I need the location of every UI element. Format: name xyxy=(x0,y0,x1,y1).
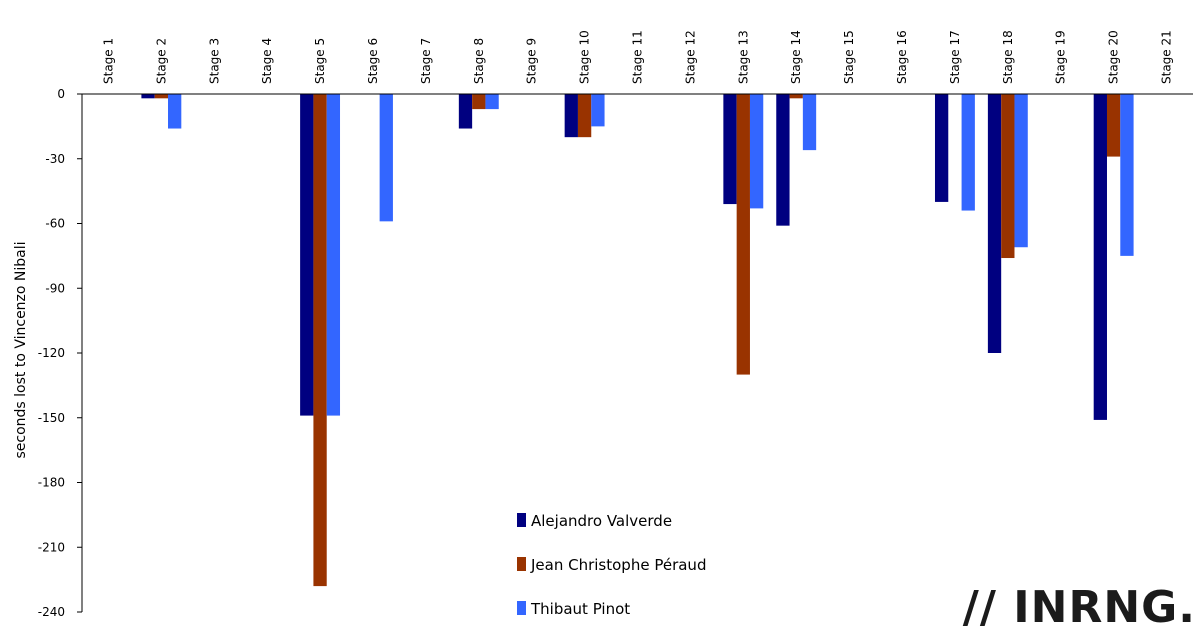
y-tick-label: 0 xyxy=(57,87,65,101)
axis-layer xyxy=(77,93,1193,613)
y-tick-label: -150 xyxy=(38,411,65,425)
bar-2-stage-20 xyxy=(1106,94,1121,157)
bar-2-stage-18 xyxy=(1001,94,1015,259)
bar-3-stage-14 xyxy=(802,94,817,151)
bar-2-stage-8 xyxy=(472,94,486,110)
bar-3-stage-5 xyxy=(326,94,341,416)
bar-1-stage-17 xyxy=(934,94,949,202)
legend-swatch-3 xyxy=(517,601,526,615)
category-label-10: Stage 10 xyxy=(578,30,592,84)
bar-1-stage-2 xyxy=(141,94,155,99)
bar-1-stage-14 xyxy=(776,94,790,226)
category-label-2: Stage 2 xyxy=(154,38,168,84)
bar-1-stage-5 xyxy=(300,94,314,416)
y-tick-label: -60 xyxy=(45,217,65,231)
bar-2-stage-13 xyxy=(736,94,750,375)
legend-swatch-1 xyxy=(517,513,526,527)
bar-3-stage-20 xyxy=(1120,94,1134,256)
category-label-11: Stage 11 xyxy=(631,30,645,84)
bar-1-stage-13 xyxy=(723,94,737,205)
bar-1-stage-10 xyxy=(564,94,578,138)
bar-3-stage-8 xyxy=(485,94,499,110)
y-tick-label: -180 xyxy=(38,476,65,490)
category-labels: Stage 1 Stage 2 Stage 3 Stage 4 Stage 5 Stage… xyxy=(101,30,1173,84)
y-tick-label: -120 xyxy=(38,346,65,360)
bars-layer xyxy=(141,94,1134,587)
category-label-17: Stage 17 xyxy=(948,30,962,84)
bar-1-stage-8 xyxy=(458,94,473,129)
inrng-watermark: // INRNG. xyxy=(963,582,1196,630)
category-label-13: Stage 13 xyxy=(736,30,750,84)
legend-label-1: Alejandro Valverde xyxy=(531,512,672,530)
category-label-12: Stage 12 xyxy=(683,30,697,84)
category-label-8: Stage 8 xyxy=(472,38,486,84)
legend-label-3: Thibaut Pinot xyxy=(530,600,630,618)
category-label-1: Stage 1 xyxy=(101,38,115,84)
category-label-15: Stage 15 xyxy=(842,30,856,84)
bar-2-stage-2 xyxy=(154,94,169,99)
bar-3-stage-6 xyxy=(379,94,393,222)
bar-2-stage-5 xyxy=(313,94,327,587)
category-label-6: Stage 6 xyxy=(366,38,380,84)
bar-3-stage-10 xyxy=(591,94,605,127)
y-tick-label: -90 xyxy=(45,281,65,295)
category-label-3: Stage 3 xyxy=(207,38,221,84)
bar-2-stage-14 xyxy=(789,94,803,99)
bar-3-stage-17 xyxy=(961,94,975,211)
category-label-21: Stage 21 xyxy=(1160,30,1174,84)
legend-swatch-2 xyxy=(517,557,526,571)
y-tick-label: -210 xyxy=(38,540,65,554)
bar-1-stage-20 xyxy=(1093,94,1107,420)
bar-3-stage-13 xyxy=(749,94,764,209)
category-label-7: Stage 7 xyxy=(419,38,433,84)
category-label-9: Stage 9 xyxy=(525,38,539,84)
y-tick-label: -240 xyxy=(38,605,65,619)
y-axis-title: seconds lost to Vincenzo Nibali xyxy=(13,241,29,458)
legend-label-2: Jean Christophe Péraud xyxy=(530,556,706,574)
category-label-4: Stage 4 xyxy=(260,38,274,84)
category-label-18: Stage 18 xyxy=(1001,30,1015,84)
category-label-14: Stage 14 xyxy=(789,30,803,84)
legend: Alejandro Valverde Jean Christophe Péraud… xyxy=(517,512,706,618)
bar-3-stage-18 xyxy=(1014,94,1028,248)
bar-3-stage-2 xyxy=(168,94,182,129)
category-label-20: Stage 20 xyxy=(1107,30,1121,84)
category-label-16: Stage 16 xyxy=(895,30,909,84)
category-label-5: Stage 5 xyxy=(313,38,327,84)
category-label-19: Stage 19 xyxy=(1054,30,1068,84)
bar-1-stage-18 xyxy=(987,94,1002,353)
y-tick-label: -30 xyxy=(45,152,65,166)
y-tick-labels: 0 -30 -60 -90 -120 -150 -180 -210 -240 xyxy=(38,87,65,619)
bar-2-stage-10 xyxy=(577,94,592,138)
